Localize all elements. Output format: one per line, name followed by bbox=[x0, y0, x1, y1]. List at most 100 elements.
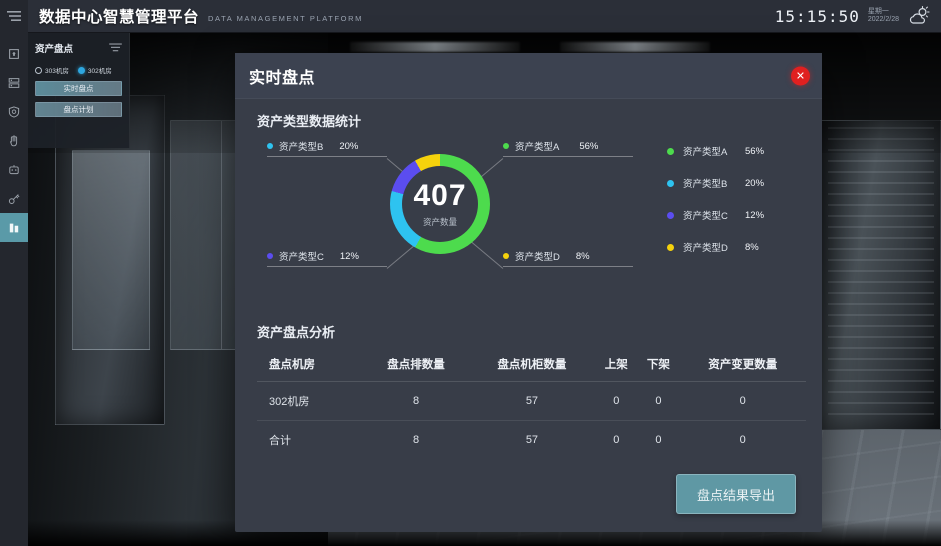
donut-chart: 407 资产数量 bbox=[375, 146, 505, 291]
cell-room: 302机房 bbox=[257, 381, 364, 421]
cell-racked: 0 bbox=[595, 381, 638, 421]
dialog-footer: 盘点结果导出 bbox=[235, 464, 822, 532]
radio-room-302[interactable]: 302机房 bbox=[77, 65, 112, 75]
home-icon[interactable] bbox=[0, 39, 28, 68]
legend-value: 20% bbox=[745, 177, 765, 189]
callout-value: 56% bbox=[579, 140, 599, 152]
callout-label: 资产类型A bbox=[515, 142, 560, 153]
asset-type-chart: 资产类型B 20% 资产类型A 56% 资产类型C 12% bbox=[257, 136, 806, 316]
callout-asset-type-d: 资产类型D 8% bbox=[503, 249, 633, 267]
callout-label: 资产类型B bbox=[279, 142, 324, 153]
callout-label: 资产类型C bbox=[279, 252, 324, 263]
filter-icon[interactable] bbox=[109, 39, 122, 57]
robot-icon[interactable] bbox=[0, 155, 28, 184]
sun-cloud-glyph bbox=[909, 6, 930, 24]
column-header-room: 盘点机房 bbox=[257, 347, 364, 382]
cell-changes: 0 bbox=[679, 381, 806, 421]
radio-room-303[interactable]: 303机房 bbox=[35, 65, 69, 75]
platform-title-en: DATA MANAGEMENT PLATFORM bbox=[208, 13, 363, 23]
hamburger-icon[interactable] bbox=[0, 0, 28, 33]
callout-asset-type-a: 资产类型A 56% bbox=[503, 139, 633, 157]
legend-color-dot bbox=[667, 211, 674, 219]
dialog-title: 实时盘点 bbox=[249, 69, 316, 87]
callout-value: 20% bbox=[339, 140, 359, 152]
chart-section-title: 资产类型数据统计 bbox=[257, 114, 362, 129]
server-rack bbox=[821, 120, 941, 430]
key-icon[interactable] bbox=[0, 184, 28, 213]
ceiling-light bbox=[560, 42, 710, 52]
asset-inventory-panel: 资产盘点 303机房 302机房 实时盘点 盘点计划 bbox=[28, 33, 130, 148]
inventory-analysis-section: 资产盘点分析 盘点机房 盘点排数量 盘点机柜数量 上架 下架 资产变更数量 bbox=[257, 322, 806, 459]
chart-legend: 资产类型A 56% 资产类型B 20% 资产类型C 12% bbox=[657, 136, 806, 316]
donut-center: 407 资产数量 bbox=[402, 166, 478, 242]
table-head: 盘点机房 盘点排数量 盘点机柜数量 上架 下架 资产变更数量 bbox=[257, 347, 806, 382]
monitor-shield-icon[interactable] bbox=[0, 97, 28, 126]
radio-dot bbox=[35, 66, 42, 74]
callout-label: 资产类型D bbox=[515, 252, 560, 263]
clock-time: 15:15:50 bbox=[774, 6, 860, 26]
cell-unracked: 0 bbox=[655, 434, 662, 446]
legend-item[interactable]: 资产类型B 20% bbox=[667, 176, 806, 190]
legend-item[interactable]: 资产类型A 56% bbox=[667, 144, 806, 158]
cell-cabinets: 57 bbox=[525, 434, 539, 446]
table-header-row: 盘点机房 盘点排数量 盘点机柜数量 上架 下架 资产变更数量 bbox=[257, 347, 806, 382]
callout-value: 8% bbox=[575, 250, 590, 262]
callout-asset-type-c: 资产类型C 12% bbox=[267, 249, 387, 267]
series-color-dot bbox=[503, 143, 509, 149]
legend-value: 56% bbox=[745, 145, 765, 157]
callout-asset-type-b: 资产类型B 20% bbox=[267, 139, 387, 157]
column-header-changes: 资产变更数量 bbox=[679, 347, 806, 382]
top-bar-right: 15:15:50 星期一 2022/2/28 bbox=[775, 4, 941, 28]
callout-value: 12% bbox=[339, 250, 359, 262]
legend-color-dot bbox=[667, 147, 674, 155]
inventory-plan-button[interactable]: 盘点计划 bbox=[35, 102, 122, 117]
legend-color-dot bbox=[667, 179, 674, 187]
dialog-header: 实时盘点 ✕ bbox=[235, 53, 822, 99]
legend-label: 资产类型B bbox=[683, 179, 728, 190]
legend-value: 12% bbox=[745, 209, 765, 221]
inventory-table: 盘点机房 盘点排数量 盘点机柜数量 上架 下架 资产变更数量 302机房 8 5 bbox=[257, 347, 806, 459]
legend-item[interactable]: 资产类型D 8% bbox=[667, 240, 806, 254]
cell-unracked: 0 bbox=[637, 381, 680, 421]
date-label: 2022/2/28 bbox=[867, 16, 899, 23]
donut-area: 资产类型B 20% 资产类型A 56% 资产类型C 12% bbox=[257, 136, 657, 311]
realtime-inventory-dialog: 实时盘点 ✕ 资产类型数据统计 资产类型B 20% bbox=[235, 53, 822, 532]
table-body: 302机房 8 57 0 0 0 合计 8 57 0 0 bbox=[257, 381, 806, 460]
room-radio-group: 303机房 302机房 bbox=[35, 65, 122, 75]
series-color-dot bbox=[267, 143, 273, 149]
series-color-dot bbox=[503, 253, 509, 259]
cell-room: 合计 bbox=[269, 435, 291, 447]
export-result-button[interactable]: 盘点结果导出 bbox=[676, 474, 796, 514]
legend-color-dot bbox=[667, 243, 674, 251]
date-block: 星期一 2022/2/28 bbox=[868, 8, 899, 24]
realtime-inventory-button[interactable]: 实时盘点 bbox=[35, 81, 122, 96]
table-row: 302机房 8 57 0 0 0 bbox=[257, 381, 806, 421]
panel-title: 资产盘点 bbox=[35, 44, 74, 55]
donut-total-label: 资产数量 bbox=[422, 216, 457, 227]
server-rack-icon[interactable] bbox=[0, 68, 28, 97]
weekday-label: 星期一 bbox=[867, 7, 889, 15]
series-color-dot bbox=[267, 253, 273, 259]
cell-racked: 0 bbox=[613, 434, 620, 446]
legend-label: 资产类型C bbox=[683, 211, 728, 222]
dialog-body: 资产类型数据统计 资产类型B 20% 资产类型A bbox=[235, 99, 822, 464]
top-bar: 数据中心智慧管理平台 DATA MANAGEMENT PLATFORM 15:1… bbox=[0, 0, 941, 33]
legend-label: 资产类型A bbox=[683, 147, 728, 158]
icon-rail bbox=[0, 33, 28, 546]
legend-item[interactable]: 资产类型C 12% bbox=[667, 208, 806, 222]
column-header-cabinets: 盘点机柜数量 bbox=[468, 347, 596, 382]
radio-label: 303机房 bbox=[45, 68, 69, 75]
panel-header: 资产盘点 bbox=[35, 39, 122, 57]
cell-rows: 8 bbox=[412, 434, 420, 446]
donut-total-value: 407 bbox=[413, 178, 467, 212]
legend-value: 8% bbox=[745, 241, 759, 253]
close-icon[interactable]: ✕ bbox=[791, 66, 810, 85]
legend-label: 资产类型D bbox=[683, 243, 728, 254]
column-header-rows: 盘点排数量 bbox=[363, 347, 469, 382]
inventory-icon[interactable] bbox=[0, 213, 28, 242]
cell-changes: 0 bbox=[739, 434, 746, 446]
sun-cloud-icon[interactable] bbox=[907, 4, 933, 28]
hamburger-glyph bbox=[7, 11, 21, 21]
hand-icon[interactable] bbox=[0, 126, 28, 155]
